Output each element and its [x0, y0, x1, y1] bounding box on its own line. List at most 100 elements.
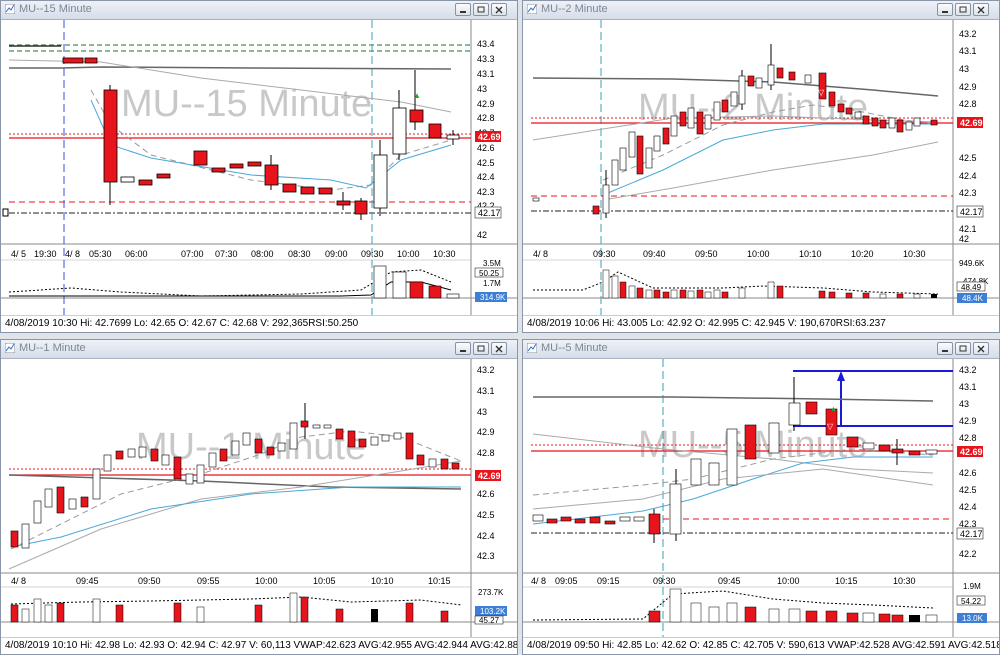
svg-text:42.17: 42.17 — [960, 207, 983, 217]
svg-text:43.3: 43.3 — [477, 54, 495, 64]
svg-text:09:30: 09:30 — [593, 249, 616, 259]
status-bar: 4/08/2019 10:30 Hi: 42.7699 Lo: 42.65 O:… — [1, 315, 517, 332]
svg-text:42.5: 42.5 — [959, 485, 977, 495]
svg-text:10:15: 10:15 — [428, 576, 451, 586]
price-axis: 43.4 43.3 43.1 43 42.9 42.8 42.7 42.6 42… — [477, 39, 495, 240]
price-chart[interactable]: MU--15 Minute — [1, 20, 517, 316]
svg-text:42.69: 42.69 — [478, 471, 501, 481]
svg-text:09:50: 09:50 — [138, 576, 161, 586]
time-axis: 4/ 8 09:05 09:15 09:30 09:45 10:00 10:15… — [531, 576, 916, 586]
svg-text:42.69: 42.69 — [478, 132, 501, 142]
svg-text:10:05: 10:05 — [313, 576, 336, 586]
svg-text:3.5M: 3.5M — [483, 259, 501, 268]
svg-text:07:30: 07:30 — [215, 249, 238, 259]
volume-axis: 3.5M 1.7M — [483, 259, 501, 288]
low-price-tag — [474, 206, 502, 219]
time-axis: 4/ 8 09:30 09:40 09:50 10:00 10:10 10:20… — [533, 249, 926, 259]
chart-app-icon — [5, 343, 15, 353]
svg-text:43.4: 43.4 — [477, 39, 495, 49]
svg-text:43.2: 43.2 — [959, 365, 977, 375]
window-titlebar[interactable]: MU--2 Minute — [523, 1, 999, 20]
svg-text:43.1: 43.1 — [477, 69, 495, 79]
volume-bars — [10, 592, 462, 623]
svg-text:06:00: 06:00 — [125, 249, 148, 259]
chart-window-15min[interactable]: MU--15 Minute MU--15 Minute — [0, 0, 518, 333]
svg-text:42.9: 42.9 — [959, 416, 977, 426]
svg-text:42.5: 42.5 — [477, 158, 495, 168]
svg-text:42.3: 42.3 — [959, 188, 977, 198]
svg-text:48.4K: 48.4K — [962, 294, 984, 303]
svg-text:08:30: 08:30 — [288, 249, 311, 259]
minimize-button[interactable] — [937, 3, 953, 16]
svg-text:103.2K: 103.2K — [480, 607, 506, 616]
svg-text:43.1: 43.1 — [477, 386, 495, 396]
chart-window-1min[interactable]: MU--1 Minute MU--1 Minute — [0, 339, 518, 655]
window-titlebar[interactable]: MU--5 Minute — [523, 340, 999, 359]
svg-text:10:15: 10:15 — [835, 576, 858, 586]
close-button[interactable] — [973, 342, 989, 355]
last-price-tag — [475, 131, 501, 142]
chart-window-5min[interactable]: MU--5 Minute MU--5 Minute — [522, 339, 1000, 655]
chart-window-2min[interactable]: MU--2 Minute MU--2 Minute — [522, 0, 1000, 333]
svg-text:42.9: 42.9 — [477, 427, 495, 437]
close-button[interactable] — [973, 3, 989, 16]
price-axis: 43.2 43.1 43 42.9 42.8 42.5 42.4 42.3 42… — [959, 29, 977, 244]
minimize-button[interactable] — [455, 342, 471, 355]
close-button[interactable] — [491, 3, 507, 16]
svg-text:09:00: 09:00 — [325, 249, 348, 259]
window-title: MU--2 Minute — [541, 3, 608, 15]
svg-text:314.9K: 314.9K — [480, 293, 506, 302]
svg-text:05:30: 05:30 — [89, 249, 112, 259]
window-title: MU--15 Minute — [19, 3, 92, 15]
svg-text:42.9: 42.9 — [959, 82, 977, 92]
window-title: MU--1 Minute — [19, 342, 86, 354]
svg-text:1.9M: 1.9M — [963, 582, 981, 591]
svg-text:4/ 8: 4/ 8 — [531, 576, 546, 586]
svg-text:42.3: 42.3 — [959, 519, 977, 529]
minimize-button[interactable] — [455, 3, 471, 16]
svg-text:09:45: 09:45 — [76, 576, 99, 586]
svg-text:10:00: 10:00 — [777, 576, 800, 586]
svg-text:▽: ▽ — [818, 88, 825, 97]
window-titlebar[interactable]: MU--1 Minute — [1, 340, 517, 359]
svg-text:09:40: 09:40 — [643, 249, 666, 259]
price-chart[interactable]: MU--2 Minute — [523, 20, 999, 316]
price-chart[interactable]: MU--5 Minute — [523, 359, 999, 639]
svg-text:42.69: 42.69 — [960, 118, 983, 128]
svg-text:19:30: 19:30 — [34, 249, 57, 259]
svg-text:10:10: 10:10 — [799, 249, 822, 259]
close-button[interactable] — [491, 342, 507, 355]
svg-text:09:30: 09:30 — [653, 576, 676, 586]
svg-text:10:10: 10:10 — [371, 576, 394, 586]
price-axis: 43.2 43.1 43 42.9 42.8 42.6 42.5 42.4 42… — [477, 365, 495, 561]
svg-text:10:30: 10:30 — [893, 576, 916, 586]
window-title: MU--5 Minute — [541, 342, 608, 354]
svg-text:42.17: 42.17 — [960, 529, 983, 539]
price-axis: 43.2 43.1 43 42.9 42.8 42.6 42.5 42.4 42… — [959, 365, 977, 559]
candles: ▽ — [532, 44, 938, 218]
svg-text:43.2: 43.2 — [959, 29, 977, 39]
maximize-button[interactable] — [473, 342, 489, 355]
candles: ▲ — [62, 57, 460, 220]
svg-text:09:50: 09:50 — [695, 249, 718, 259]
time-axis: 4/ 5 19:30 4/ 8 05:30 06:00 07:00 07:30 … — [11, 249, 456, 259]
chart-watermark: MU--1 Minute — [136, 426, 366, 468]
svg-text:42.4: 42.4 — [477, 172, 495, 182]
svg-text:10:00: 10:00 — [397, 249, 420, 259]
chart-watermark: MU--15 Minute — [121, 83, 372, 125]
svg-text:42.8: 42.8 — [477, 448, 495, 458]
svg-text:42.6: 42.6 — [477, 143, 495, 153]
svg-text:13.0K: 13.0K — [962, 614, 984, 623]
svg-text:42.5: 42.5 — [477, 510, 495, 520]
maximize-button[interactable] — [955, 342, 971, 355]
chart-app-icon — [527, 4, 537, 14]
svg-text:43.2: 43.2 — [477, 365, 495, 375]
price-chart[interactable]: MU--1 Minute — [1, 359, 517, 639]
minimize-button[interactable] — [937, 342, 953, 355]
svg-text:4/ 8: 4/ 8 — [11, 576, 26, 586]
svg-text:4/ 8: 4/ 8 — [533, 249, 548, 259]
maximize-button[interactable] — [473, 3, 489, 16]
window-titlebar[interactable]: MU--15 Minute — [1, 1, 517, 20]
maximize-button[interactable] — [955, 3, 971, 16]
svg-text:42.6: 42.6 — [477, 489, 495, 499]
